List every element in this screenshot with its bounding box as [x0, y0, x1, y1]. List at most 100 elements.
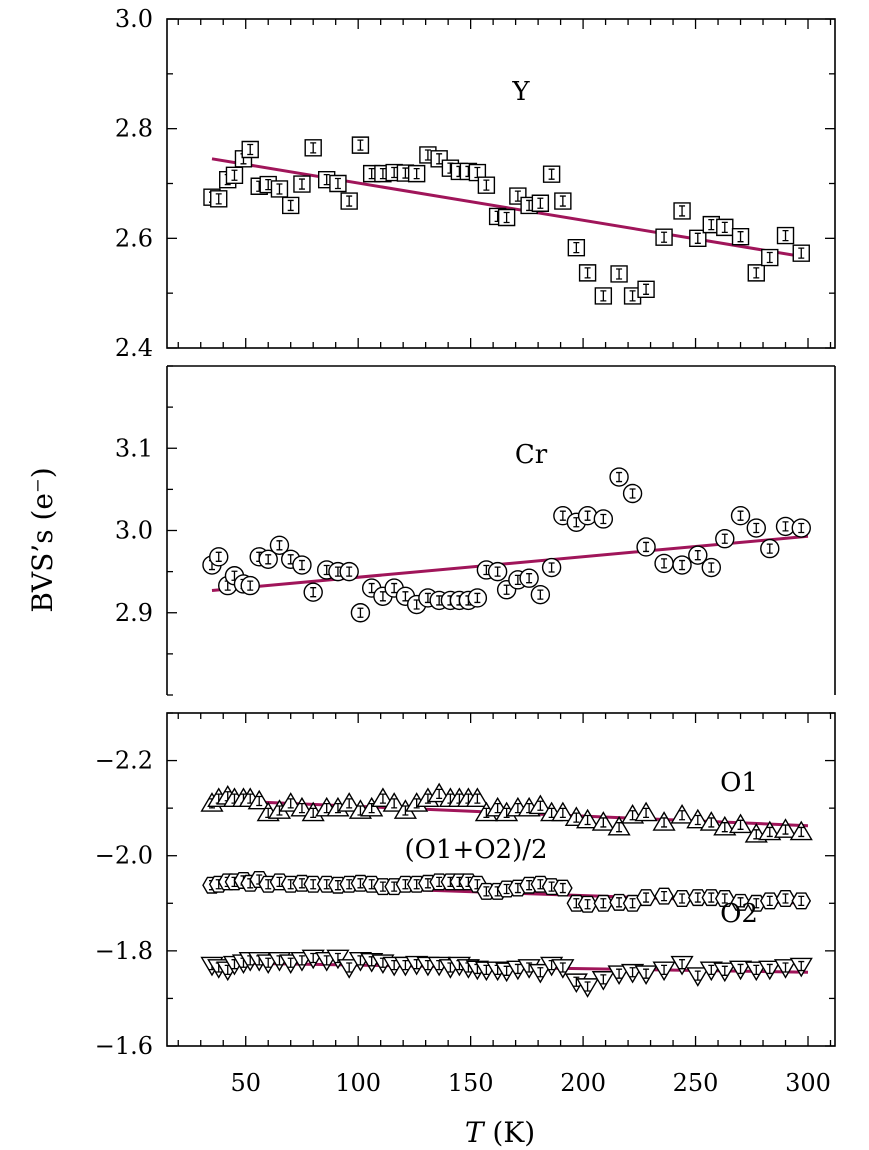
error-bar: [334, 802, 341, 814]
error-bar: [782, 229, 789, 242]
error-bar: [287, 199, 294, 212]
error-bar: [298, 178, 305, 190]
error-bar: [798, 826, 805, 838]
error-bar: [584, 267, 591, 279]
error-bar: [643, 892, 650, 903]
error-bar: [276, 183, 283, 195]
x-tick-label: 200: [560, 1069, 606, 1097]
error-bar: [798, 522, 805, 534]
error-bar: [503, 965, 510, 976]
error-bar: [600, 290, 607, 302]
y-axis-title: BVS’s (e⁻): [26, 467, 59, 612]
x-tick-label: 300: [785, 1069, 831, 1097]
error-bar: [679, 893, 686, 904]
label-o1-o2-average: (O1+O2)/2: [404, 835, 547, 865]
error-bar: [629, 488, 636, 499]
error-bar: [782, 824, 789, 835]
error-bar: [548, 562, 555, 573]
x-tick-label: 150: [448, 1069, 494, 1097]
y-tick-label: −2.0: [95, 842, 153, 870]
error-bar: [231, 169, 238, 181]
error-bar: [629, 967, 636, 978]
error-bar: [298, 878, 305, 889]
error-bar: [494, 802, 501, 814]
error-bar: [526, 199, 533, 212]
error-bar: [310, 807, 317, 819]
error-bar: [436, 595, 443, 606]
error-bar: [357, 878, 364, 889]
error-bar: [661, 817, 668, 828]
error-bar: [247, 143, 254, 156]
error-bar: [402, 805, 409, 816]
error-bar: [483, 807, 490, 819]
error-bar: [413, 879, 420, 890]
error-bar: [679, 205, 686, 217]
label-y: Y: [511, 77, 530, 107]
error-bar: [616, 968, 623, 979]
error-bar: [402, 879, 409, 890]
error-bar: [503, 883, 510, 895]
error-bar: [436, 788, 443, 800]
error-bar: [584, 814, 591, 826]
x-axis-title: T (K): [465, 1116, 535, 1149]
error-bar: [310, 952, 317, 964]
tick-labels: 2.4 2.6 2.8 3.0 2.9 3.0 3.1 −1.6 −1.8 −2.0 −2.2 50 1…: [95, 5, 831, 1097]
error-bar: [413, 167, 420, 180]
fit-line: [211, 534, 809, 593]
y-tick-label: 3.0: [115, 517, 153, 545]
error-bar: [503, 211, 510, 224]
error-bar: [391, 798, 398, 809]
error-bar: [514, 882, 521, 894]
error-bar: [782, 521, 789, 532]
error-bar: [721, 221, 728, 234]
error-bar: [708, 964, 715, 976]
error-bar: [379, 167, 386, 180]
error-bar: [559, 195, 566, 207]
error-bar: [616, 897, 623, 908]
error-bar: [766, 963, 773, 975]
axis-ticks: [167, 18, 835, 1047]
error-bar: [661, 231, 668, 243]
label-o2: O2: [720, 899, 758, 929]
error-bar: [782, 893, 789, 904]
x-tick-label: 250: [673, 1069, 719, 1097]
error-bar: [616, 822, 623, 833]
error-bar: [573, 242, 580, 254]
error-bar: [600, 898, 607, 909]
error-bar: [643, 283, 650, 295]
error-bar: [391, 166, 398, 179]
error-bar: [548, 168, 555, 180]
error-bar: [584, 510, 591, 521]
error-bar: [424, 793, 431, 804]
error-bar: [436, 876, 443, 888]
error-bar: [276, 540, 283, 551]
error-bar: [694, 550, 701, 561]
y-tick-label: 2.8: [115, 115, 153, 143]
error-bar: [753, 829, 760, 840]
error-bar: [298, 802, 305, 814]
error-bar: [573, 976, 580, 987]
x-axis-title-symbol: T: [465, 1116, 486, 1149]
error-bar: [643, 807, 650, 819]
x-tick-label: 100: [335, 1069, 381, 1097]
error-bar: [629, 898, 636, 909]
error-bar: [256, 795, 263, 807]
label-o1: O1: [720, 768, 758, 798]
error-bar: [287, 798, 294, 809]
error-bar: [708, 892, 715, 903]
error-bar: [721, 893, 728, 904]
error-bar: [379, 591, 386, 602]
error-bar: [753, 267, 760, 279]
error-bar: [766, 543, 773, 554]
error-bar: [483, 886, 490, 897]
error-bar: [346, 798, 353, 809]
error-bar: [310, 587, 317, 598]
error-bar: [737, 231, 744, 243]
error-bar: [526, 962, 533, 973]
data-points: [200, 136, 813, 998]
error-bar: [276, 805, 283, 816]
error-bar: [600, 974, 607, 985]
error-bar: [346, 566, 353, 577]
error-bar: [310, 879, 317, 890]
error-bar: [346, 195, 353, 207]
